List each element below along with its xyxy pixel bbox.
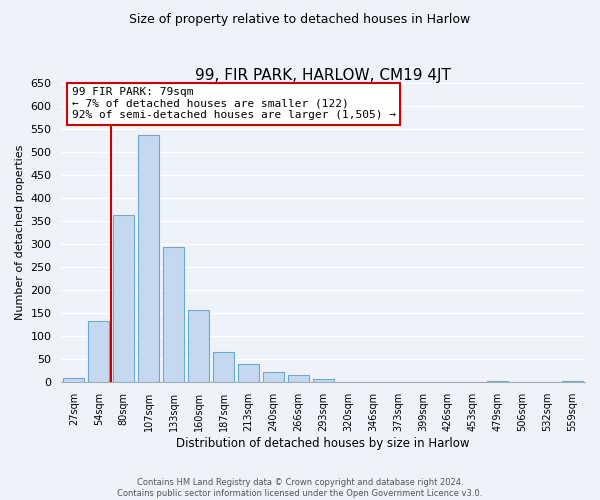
X-axis label: Distribution of detached houses by size in Harlow: Distribution of detached houses by size … xyxy=(176,437,470,450)
Bar xyxy=(263,372,284,382)
Bar xyxy=(238,364,259,382)
Bar xyxy=(313,378,334,382)
Text: Size of property relative to detached houses in Harlow: Size of property relative to detached ho… xyxy=(130,12,470,26)
Bar xyxy=(163,248,184,382)
Y-axis label: Number of detached properties: Number of detached properties xyxy=(15,145,25,320)
Bar xyxy=(138,135,159,382)
Bar xyxy=(113,215,134,382)
Bar xyxy=(88,321,109,382)
Bar xyxy=(562,381,583,382)
Bar xyxy=(487,381,508,382)
Bar xyxy=(63,378,85,382)
Text: 99 FIR PARK: 79sqm
← 7% of detached houses are smaller (122)
92% of semi-detache: 99 FIR PARK: 79sqm ← 7% of detached hous… xyxy=(72,88,396,120)
Bar xyxy=(287,376,309,382)
Bar xyxy=(188,310,209,382)
Bar xyxy=(213,352,234,382)
Text: Contains HM Land Registry data © Crown copyright and database right 2024.
Contai: Contains HM Land Registry data © Crown c… xyxy=(118,478,482,498)
Title: 99, FIR PARK, HARLOW, CM19 4JT: 99, FIR PARK, HARLOW, CM19 4JT xyxy=(195,68,451,83)
